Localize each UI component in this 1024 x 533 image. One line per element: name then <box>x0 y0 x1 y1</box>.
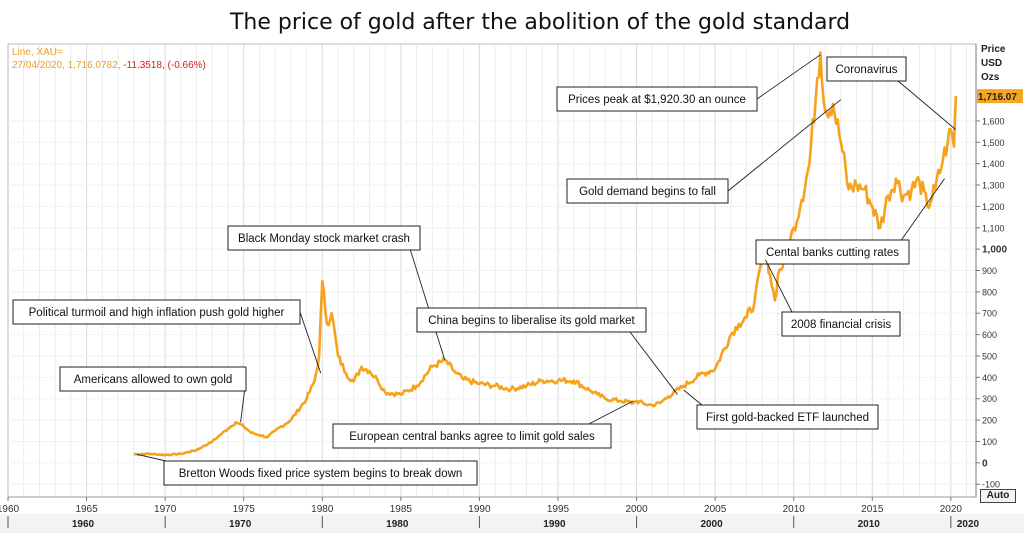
x-tick-label: 2010 <box>783 504 806 515</box>
x-tick-label: 2020 <box>940 504 963 515</box>
decade-label: 2010 <box>858 519 881 530</box>
annotation-label: Cental banks cutting rates <box>766 247 899 259</box>
annotation-box <box>556 86 758 112</box>
y-tick-label: 1,300 <box>982 181 1005 191</box>
decade-label: 1990 <box>543 519 566 530</box>
quote-price: 1,716.0782 <box>67 60 118 71</box>
y-tick-label: 500 <box>982 351 997 361</box>
y-tick-label: 300 <box>982 394 997 404</box>
annotation-label: First gold-backed ETF launched <box>706 412 869 424</box>
annotation-box <box>12 299 301 325</box>
x-tick-label: 2000 <box>625 504 648 515</box>
y-tick-label: 1,100 <box>982 223 1005 233</box>
last-price-tag <box>977 89 1023 104</box>
last-quote-line: 27/04/2020, 1,716.0782, -11.3518, (-0.66… <box>12 60 206 71</box>
quote-change: -11.3518, (-0.66%) <box>123 60 206 71</box>
quote-date: 27/04/2020 <box>12 60 63 71</box>
decade-label: 1960 <box>72 519 95 530</box>
annotation-box <box>755 239 910 265</box>
x-tick-label: 1985 <box>390 504 413 515</box>
auto-scale-button[interactable]: Auto <box>980 489 1016 503</box>
annotation-leader <box>765 259 793 313</box>
y-tick-label: 1,600 <box>982 116 1005 126</box>
y-tick-label: 700 <box>982 309 997 319</box>
annotation-label: European central banks agree to limit go… <box>349 431 595 443</box>
annotation-label: Coronavirus <box>836 64 898 76</box>
x-tick-label: 1970 <box>154 504 177 515</box>
annotation-leader <box>900 178 945 241</box>
annotation-leader <box>756 54 821 100</box>
annotation-box <box>781 311 901 337</box>
gold-price-line <box>133 51 958 457</box>
annotation-label: Americans allowed to own gold <box>74 374 233 386</box>
y-tick-label: 100 <box>982 437 997 447</box>
x-tick-label: 2015 <box>861 504 884 515</box>
y-tick-label: 1,400 <box>982 159 1005 169</box>
annotation-leader <box>409 249 446 361</box>
annotation-box <box>332 423 612 449</box>
last-price-value: 1,716.07 <box>978 92 1017 103</box>
annotation-leader <box>588 400 634 425</box>
annotation-box <box>163 460 478 486</box>
annotation-box <box>227 225 421 251</box>
y-tick-label: 1,200 <box>982 202 1005 212</box>
annotation-box <box>566 178 729 204</box>
decade-label: 2000 <box>700 519 723 530</box>
annotation-box <box>826 56 907 82</box>
annotation-label: Gold demand begins to fall <box>579 186 716 198</box>
annotation-box <box>696 404 879 430</box>
instrument-label: Line, XAU= <box>12 47 63 58</box>
y-tick-label: 200 <box>982 416 997 426</box>
annotation-leader <box>897 80 956 130</box>
annotation-label: Bretton Woods fixed price system begins … <box>179 468 463 480</box>
x-tick-label: 1995 <box>547 504 570 515</box>
annotation-box <box>416 307 647 333</box>
annotation-leader <box>136 453 167 462</box>
annotation-leader <box>727 99 842 192</box>
x-tick-label: 1965 <box>75 504 98 515</box>
x-tick-label: 1960 <box>0 504 20 515</box>
annotation-box <box>59 366 247 392</box>
annotation-label: Political turmoil and high inflation pus… <box>29 307 285 319</box>
y-unit-ounces: Ozs <box>981 72 1000 83</box>
x-tick-label: 2005 <box>704 504 727 515</box>
annotation-label: 2008 financial crisis <box>791 319 892 331</box>
y-tick-label: 600 <box>982 330 997 340</box>
decade-band <box>0 514 1024 533</box>
x-tick-label: 1975 <box>233 504 256 515</box>
y-tick-label: 900 <box>982 266 997 276</box>
y-unit-price: Price <box>981 44 1006 55</box>
y-unit-currency: USD <box>981 58 1003 69</box>
annotation-leader <box>299 311 322 374</box>
y-tick-label: 1,500 <box>982 138 1005 148</box>
annotation-leader <box>629 331 678 395</box>
decade-label: 1970 <box>229 519 252 530</box>
decade-label: 2020 <box>957 519 980 530</box>
x-tick-label: 1980 <box>311 504 334 515</box>
y-tick-label: -100 <box>982 480 1000 490</box>
annotation-leader <box>683 389 703 406</box>
y-tick-label: 1,000 <box>982 245 1007 256</box>
annotation-label: Black Monday stock market crash <box>238 233 410 245</box>
annotation-label: China begins to liberalise its gold mark… <box>428 315 635 327</box>
y-tick-label: 800 <box>982 287 997 297</box>
annotation-label: Prices peak at $1,920.30 an ounce <box>568 94 746 106</box>
decade-label: 1980 <box>386 519 409 530</box>
x-tick-label: 1990 <box>468 504 491 515</box>
chart-title: The price of gold after the abolition of… <box>229 10 851 35</box>
y-tick-label: 0 <box>982 458 988 469</box>
y-tick-label: 400 <box>982 373 997 383</box>
